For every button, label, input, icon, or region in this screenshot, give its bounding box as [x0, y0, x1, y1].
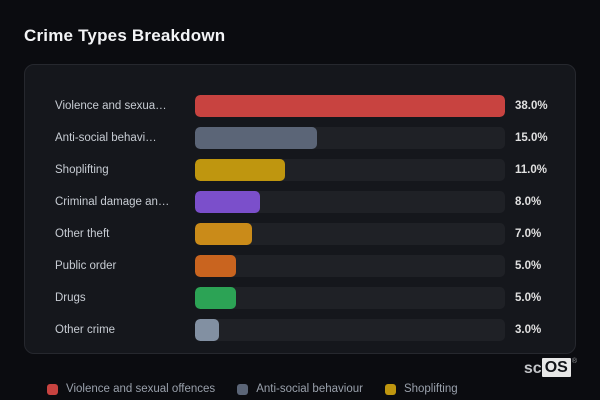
- bar-track: [195, 319, 505, 341]
- row-label: Other theft: [55, 228, 110, 240]
- crime-breakdown-chart: Violence and sexua… 38.0% Anti-social be…: [24, 64, 576, 354]
- registered-trademark-icon: ®: [571, 358, 577, 365]
- row-label: Drugs: [55, 292, 86, 304]
- legend-swatch-icon: [47, 383, 58, 395]
- legend-swatch-icon: [237, 383, 249, 395]
- bar-segment[interactable]: [195, 255, 236, 277]
- bar-segment[interactable]: [195, 191, 261, 213]
- bar-row: Other crime 3.0%: [25, 314, 575, 346]
- row-label: Criminal damage an…: [55, 196, 170, 208]
- bar-segment[interactable]: [195, 95, 505, 117]
- scos-logo-box: OS: [541, 358, 571, 377]
- row-value: 5.0%: [515, 260, 542, 272]
- bar-row: Shoplifting 11.0%: [25, 154, 575, 186]
- bar-row: Other theft 7.0%: [25, 218, 575, 250]
- legend-label: Anti-social behaviour: [256, 383, 363, 395]
- row-label: Other crime: [55, 324, 116, 336]
- chart-legend: Violence and sexual offences Anti-social…: [47, 383, 458, 395]
- legend-label: Shoplifting: [403, 383, 458, 395]
- legend-item[interactable]: Anti-social behaviour: [237, 383, 363, 395]
- bar-segment[interactable]: [195, 223, 253, 245]
- legend-item[interactable]: Violence and sexual offences: [47, 383, 215, 395]
- legend-item[interactable]: Shoplifting: [384, 383, 458, 395]
- row-label: Violence and sexua…: [55, 100, 167, 112]
- bar-row: Criminal damage an… 8.0%: [25, 186, 575, 218]
- row-value: 38.0%: [515, 100, 548, 112]
- bar-rows: Violence and sexua… 38.0% Anti-social be…: [25, 90, 575, 346]
- bar-track: [195, 95, 505, 117]
- bar-row: Anti-social behavi… 15.0%: [25, 122, 575, 154]
- bar-track: [195, 287, 505, 309]
- bar-track: [195, 127, 505, 149]
- row-value: 7.0%: [515, 228, 542, 240]
- bar-row: Public order 5.0%: [25, 250, 575, 282]
- legend-label: Violence and sexual offences: [66, 383, 216, 395]
- row-label: Anti-social behavi…: [55, 132, 157, 144]
- bar-track: [195, 223, 505, 245]
- page-title: Crime Types Breakdown: [24, 26, 226, 45]
- bar-segment[interactable]: [195, 287, 236, 309]
- legend-swatch-icon: [384, 383, 396, 395]
- bar-track: [195, 255, 505, 277]
- row-value: 8.0%: [515, 196, 542, 208]
- row-value: 5.0%: [515, 292, 542, 304]
- bar-segment[interactable]: [195, 127, 318, 149]
- scos-logo-prefix: sc: [523, 360, 542, 377]
- row-label: Shoplifting: [55, 164, 109, 176]
- bar-row: Drugs 5.0%: [25, 282, 575, 314]
- row-value: 3.0%: [515, 324, 542, 336]
- bar-track: [195, 191, 505, 213]
- bar-segment[interactable]: [195, 319, 220, 341]
- bar-segment[interactable]: [195, 159, 285, 181]
- row-label: Public order: [55, 260, 117, 272]
- bar-row: Violence and sexua… 38.0%: [25, 90, 575, 122]
- bar-track: [195, 159, 505, 181]
- scos-logo: sc OS ®: [524, 358, 577, 377]
- row-value: 15.0%: [515, 132, 548, 144]
- row-value: 11.0%: [515, 164, 547, 176]
